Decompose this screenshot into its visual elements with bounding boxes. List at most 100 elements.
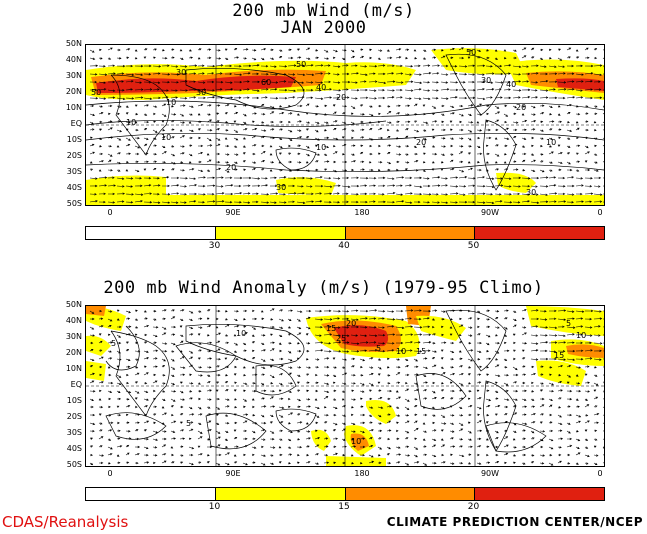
wind-arrow <box>512 56 517 60</box>
wind-arrow <box>530 317 540 321</box>
wind-arrow <box>602 462 604 464</box>
lat-label: 10S <box>66 396 82 405</box>
wind-arrow <box>314 200 323 203</box>
wind-arrow <box>332 366 337 369</box>
wind-arrow <box>386 151 391 155</box>
wind-arrow <box>404 144 410 148</box>
wind-arrow <box>467 145 472 148</box>
wind-arrow <box>188 428 194 432</box>
wind-arrow <box>467 104 474 107</box>
wind-arrow <box>134 177 142 180</box>
wind-arrow <box>386 168 391 172</box>
wind-arrow <box>206 64 216 68</box>
wind-arrow <box>467 200 476 204</box>
wind-arrow <box>107 357 113 360</box>
wind-arrow <box>323 200 332 204</box>
wind-arrow <box>107 201 116 204</box>
wind-arrow <box>332 137 339 141</box>
wind-arrow <box>251 192 259 195</box>
wind-arrow <box>431 406 435 409</box>
wind-arrow <box>557 406 562 409</box>
wind-arrow <box>278 145 283 149</box>
wind-arrow <box>359 96 369 100</box>
wind-arrow <box>224 176 233 180</box>
wind-arrow <box>413 461 420 464</box>
wind-arrow <box>368 454 374 458</box>
wind-arrow <box>359 200 368 204</box>
wind-arrow <box>323 136 330 140</box>
wind-arrow <box>350 153 355 156</box>
wind-arrow <box>476 145 481 148</box>
wind-arrow <box>89 128 95 131</box>
wind-arrow <box>413 358 418 362</box>
wind-arrow <box>107 96 116 99</box>
wind-arrow <box>143 73 152 76</box>
wind-arrow <box>422 169 426 172</box>
wind-arrow <box>359 55 365 59</box>
wind-arrow <box>539 160 544 163</box>
wind-arrow <box>539 65 547 68</box>
wind-arrow <box>314 168 319 172</box>
wind-arrow <box>449 381 453 385</box>
wind-arrow <box>296 185 304 188</box>
wind-arrow <box>458 160 464 164</box>
wind-arrow <box>170 333 176 336</box>
wind-arrow <box>125 105 129 108</box>
wind-arrow <box>224 192 234 196</box>
wind-arrow <box>251 167 256 171</box>
wind-arrow <box>179 340 184 344</box>
wind-arrow <box>233 120 237 123</box>
contour-label: 20 <box>346 319 356 328</box>
wind-arrow <box>143 184 152 187</box>
wind-arrow <box>224 452 230 456</box>
wind-arrow <box>251 398 255 401</box>
wind-arrow <box>440 453 445 457</box>
wind-arrow <box>530 461 535 464</box>
wind-arrow <box>206 317 210 320</box>
wind-arrow <box>422 333 432 336</box>
wind-arrow <box>449 176 459 179</box>
wind-arrow <box>422 145 426 148</box>
wind-arrow <box>494 341 500 345</box>
wind-arrow <box>521 342 528 345</box>
wind-arrow <box>458 96 468 100</box>
wind-arrow <box>557 318 567 321</box>
wind-arrow <box>197 366 202 369</box>
wind-arrow <box>179 97 188 100</box>
wind-arrow <box>350 342 360 345</box>
wind-arrow <box>377 381 381 384</box>
wind-arrow <box>395 446 401 449</box>
wind-arrow <box>422 438 426 441</box>
wind-arrow <box>521 381 526 385</box>
wind-arrow <box>179 169 185 172</box>
wind-arrow <box>566 47 572 51</box>
wind-arrow <box>260 462 266 466</box>
wind-arrow <box>359 421 366 425</box>
wind-arrow <box>557 446 562 449</box>
wind-arrow <box>557 96 566 100</box>
wind-arrow <box>422 445 427 448</box>
wind-arrow <box>305 64 314 67</box>
wind-arrow <box>242 366 246 369</box>
wind-arrow <box>530 89 538 92</box>
wind-arrow <box>305 422 309 425</box>
wind-arrow <box>206 159 212 163</box>
wind-arrow <box>350 445 357 448</box>
contour-label: 10 <box>126 118 136 127</box>
wind-arrow <box>305 73 315 77</box>
wind-arrow <box>431 318 436 321</box>
wind-arrow <box>242 145 246 148</box>
wind-arrow <box>350 168 355 172</box>
wind-arrow <box>377 429 383 433</box>
wind-arrow <box>530 390 535 393</box>
wind-arrow <box>89 405 94 409</box>
wind-arrow <box>350 389 355 392</box>
wind-arrow <box>323 342 332 345</box>
wind-arrow <box>485 318 490 321</box>
wind-arrow <box>98 325 104 328</box>
wind-arrow <box>170 374 175 377</box>
wind-arrow <box>440 81 449 84</box>
wind-arrow <box>584 177 593 180</box>
wind-arrow <box>404 341 413 344</box>
wind-arrow <box>107 397 112 401</box>
